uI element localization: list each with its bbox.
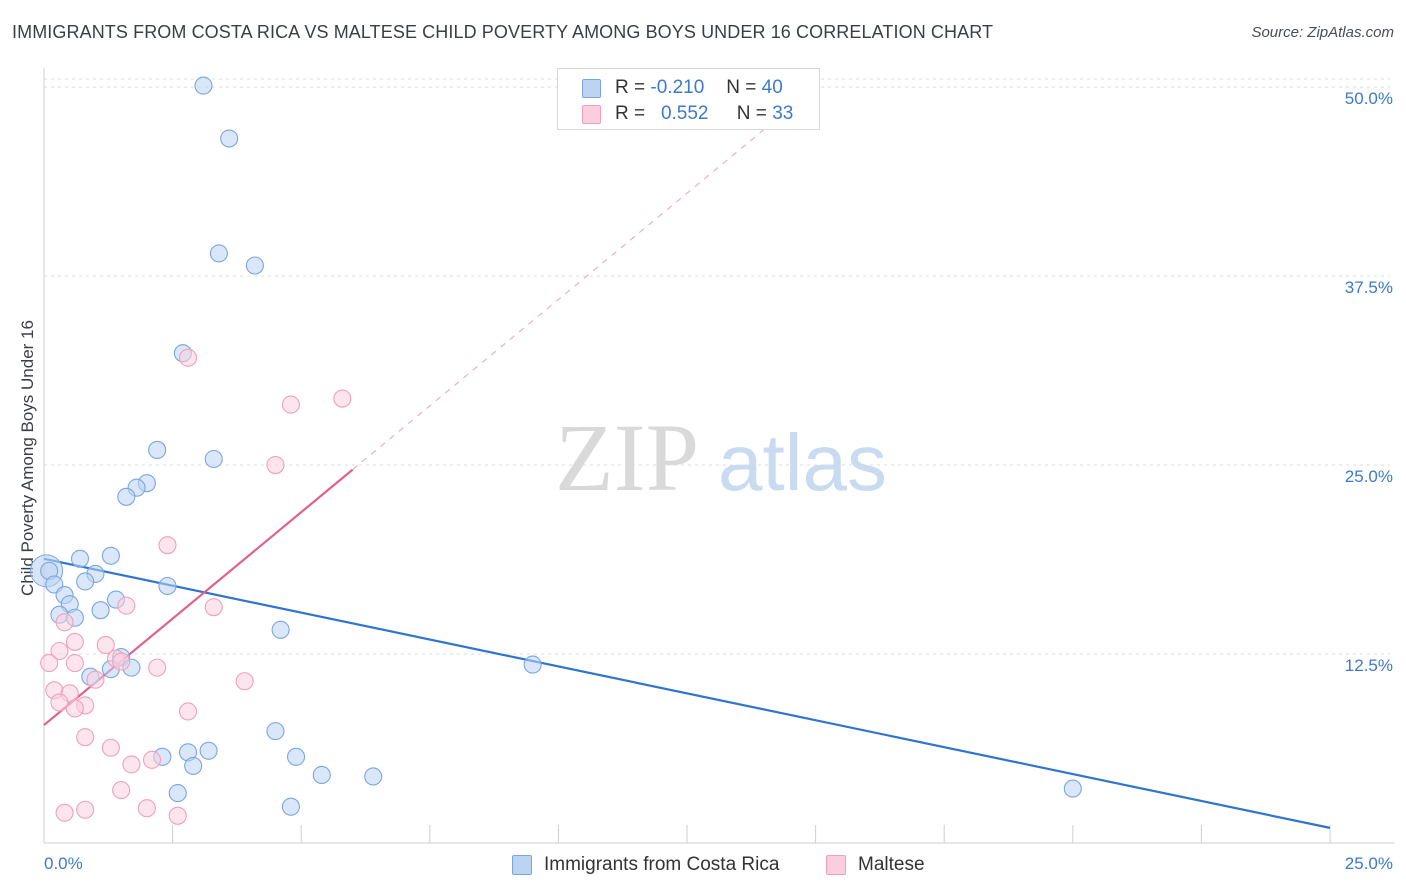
point-maltese: [65, 699, 84, 718]
point-costa-rica: [148, 440, 167, 459]
point-costa-rica: [287, 747, 306, 766]
point-costa-rica: [101, 546, 120, 565]
point-maltese: [158, 536, 177, 555]
point-maltese: [76, 800, 95, 819]
point-costa-rica: [117, 487, 136, 506]
y-tick-label: 50.0%: [1345, 89, 1393, 108]
point-maltese: [266, 456, 285, 475]
point-costa-rica: [209, 244, 228, 263]
stats-row-maltese: R = 0.552 N = 33: [582, 102, 793, 126]
point-costa-rica: [266, 722, 285, 741]
point-costa-rica: [364, 767, 383, 786]
legend-label-maltese: Maltese: [858, 854, 925, 875]
point-maltese: [333, 389, 352, 408]
point-costa-rica: [245, 256, 264, 275]
point-maltese: [204, 598, 223, 617]
point-costa-rica: [194, 76, 213, 95]
point-maltese: [40, 654, 59, 673]
point-maltese: [65, 632, 84, 651]
point-costa-rica: [70, 549, 90, 568]
point-maltese: [55, 803, 74, 822]
point-maltese: [112, 781, 131, 800]
point-maltese: [96, 635, 115, 655]
point-costa-rica: [271, 620, 290, 639]
point-costa-rica: [523, 655, 542, 674]
point-maltese: [148, 658, 167, 677]
legend-item-maltese: Maltese: [826, 852, 925, 878]
source-label: Source: ZipAtlas.com: [1251, 24, 1394, 41]
swatch-maltese: [582, 104, 601, 124]
trendline-costa-rica: [43, 557, 1331, 829]
r-label: R =: [615, 77, 646, 98]
point-costa-rica: [1063, 779, 1082, 798]
point-costa-rica: [168, 784, 187, 803]
point-costa-rica: [204, 449, 223, 469]
data-points: [30, 76, 1082, 825]
point-maltese: [76, 728, 95, 747]
point-maltese: [122, 755, 141, 774]
point-costa-rica: [199, 741, 218, 760]
point-costa-rica: [158, 576, 177, 596]
legend-swatch-costa-rica: [512, 855, 532, 875]
y-tick-label: 25.0%: [1345, 467, 1393, 486]
y-tick-label: 37.5%: [1345, 278, 1393, 297]
legend-label-costa-rica: Immigrants from Costa Rica: [544, 854, 780, 875]
point-maltese: [168, 806, 187, 825]
grid-lines: [44, 78, 1390, 655]
y-axis-label: Child Poverty Among Boys Under 16: [18, 320, 37, 596]
point-maltese: [235, 672, 254, 691]
point-costa-rica: [220, 129, 239, 148]
point-maltese: [55, 613, 74, 632]
r-value: -0.210: [650, 77, 705, 98]
point-costa-rica: [76, 572, 95, 591]
point-costa-rica: [312, 765, 331, 785]
point-maltese: [117, 596, 136, 615]
swatch-costa-rica: [582, 78, 601, 98]
point-costa-rica: [91, 601, 110, 620]
point-maltese: [178, 702, 198, 721]
r-value: 0.552: [660, 103, 709, 124]
point-maltese: [137, 799, 156, 818]
chart-title: IMMIGRANTS FROM COSTA RICA VS MALTESE CH…: [12, 22, 994, 42]
n-value: 40: [761, 77, 783, 98]
n-value: 33: [772, 103, 794, 124]
point-maltese: [178, 348, 198, 367]
point-maltese: [101, 738, 120, 757]
y-tick-labels: 12.5% 25.0% 37.5% 50.0%: [1345, 89, 1393, 675]
watermark-zip: ZIP: [555, 404, 699, 511]
axes: [43, 68, 1395, 844]
point-maltese: [50, 641, 69, 661]
r-label: R =: [615, 103, 646, 124]
point-maltese: [65, 654, 84, 673]
x-tick-label-max: 25.0%: [1345, 854, 1393, 873]
y-tick-label: 12.5%: [1345, 656, 1393, 675]
legend-swatch-maltese: [826, 855, 846, 875]
trendline-maltese-extended: [352, 128, 765, 471]
point-maltese: [112, 652, 131, 671]
point-maltese: [50, 693, 69, 712]
point-costa-rica: [281, 797, 300, 816]
point-maltese: [281, 395, 300, 414]
legend-item-costa-rica: Immigrants from Costa Rica: [512, 852, 779, 878]
n-label: N =: [726, 77, 757, 98]
watermark-atlas: atlas: [718, 418, 887, 507]
point-maltese: [86, 670, 105, 689]
n-label: N =: [736, 103, 767, 124]
x-tick-label-min: 0.0%: [44, 854, 83, 873]
stats-row-costa-rica: R = -0.210 N = 40: [582, 76, 783, 100]
point-costa-rica: [184, 756, 203, 775]
x-tick-labels: 0.0% 25.0%: [44, 854, 1393, 873]
point-maltese: [142, 750, 162, 769]
stats-legend: R = -0.210 N = 40 R = 0.552 N = 33: [557, 68, 820, 130]
